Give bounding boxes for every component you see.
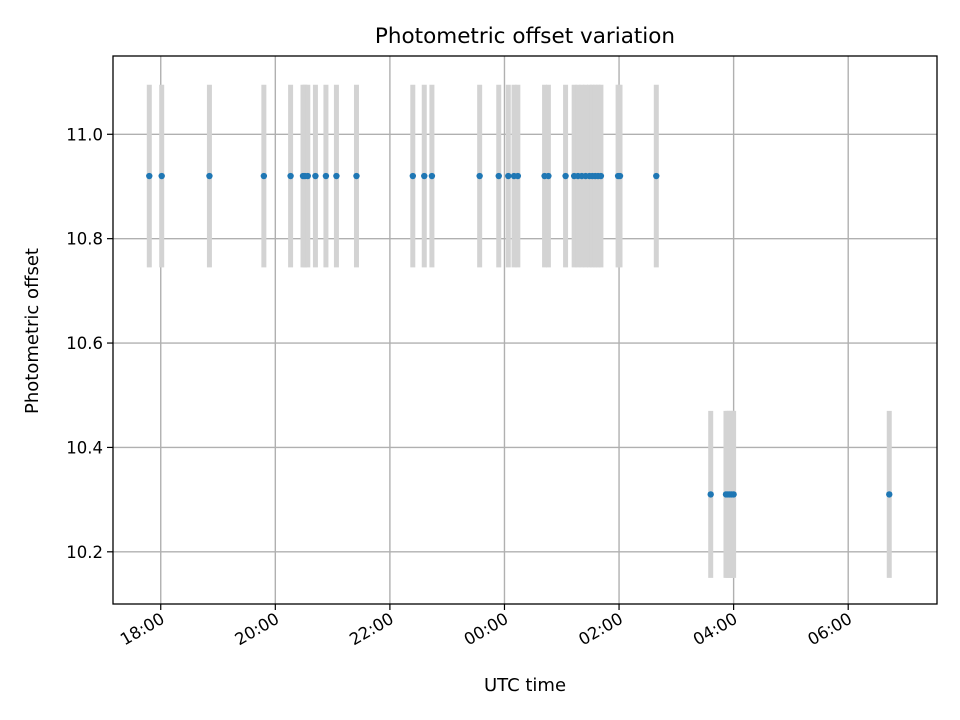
- data-point: [158, 172, 165, 180]
- data-point: [597, 172, 605, 180]
- chart-title: Photometric offset variation: [375, 24, 675, 49]
- y-tick-label: 10.6: [66, 334, 103, 353]
- data-point: [146, 172, 153, 180]
- data-point: [495, 172, 502, 180]
- data-point: [421, 172, 428, 180]
- data-point: [304, 172, 311, 180]
- data-point: [260, 172, 268, 180]
- x-tick-label: 06:00: [805, 609, 856, 649]
- data-point: [545, 172, 552, 180]
- y-tick-label: 10.2: [66, 543, 103, 562]
- data-point: [428, 172, 436, 180]
- tick-layer: 18:00 20:00 22:00 00:00 02:00 04:00 06:00 10.2 1…: [66, 125, 855, 649]
- data-point: [322, 172, 330, 180]
- x-tick-label: 04:00: [690, 609, 741, 649]
- data-point: [514, 172, 522, 180]
- plot-frame: [112, 55, 938, 605]
- data-point: [886, 491, 893, 498]
- x-tick-label: 02:00: [575, 609, 626, 649]
- x-tick-label: 22:00: [346, 609, 397, 649]
- x-tick-label: 20:00: [232, 609, 283, 649]
- data-point: [333, 172, 340, 180]
- data-point-layer: [146, 172, 893, 498]
- y-tick-label: 10.8: [66, 230, 103, 249]
- data-point: [616, 172, 624, 180]
- data-point: [505, 172, 512, 180]
- y-tick-label: 11.0: [66, 125, 103, 144]
- data-point: [353, 172, 360, 180]
- data-point: [730, 491, 737, 498]
- data-point: [206, 172, 213, 180]
- data-point: [287, 172, 294, 180]
- data-point: [476, 172, 483, 180]
- data-point: [562, 172, 569, 180]
- grid-layer: [113, 56, 937, 604]
- data-point: [653, 172, 660, 180]
- data-point: [409, 172, 417, 180]
- x-tick-label: 18:00: [117, 609, 168, 649]
- x-tick-label: 00:00: [461, 609, 512, 649]
- error-bar-layer: [146, 84, 892, 578]
- y-axis-label: Photometric offset: [22, 248, 43, 414]
- data-point: [312, 172, 319, 180]
- x-axis-label: UTC time: [484, 675, 566, 696]
- y-tick-label: 10.4: [66, 438, 103, 457]
- data-point: [707, 491, 714, 498]
